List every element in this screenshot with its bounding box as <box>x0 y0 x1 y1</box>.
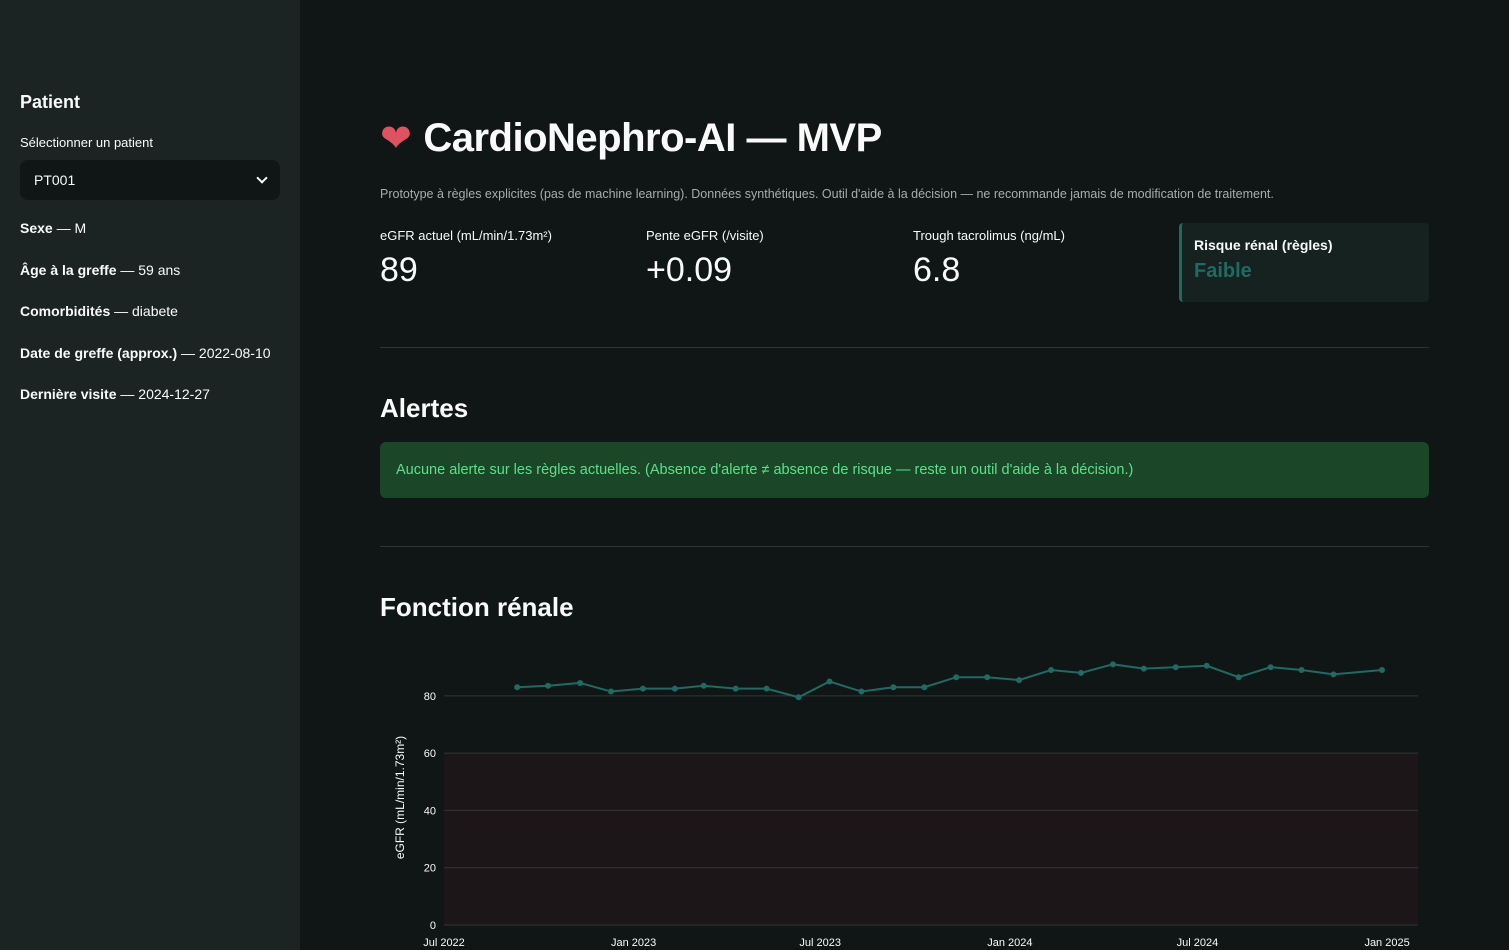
data-point <box>732 685 739 692</box>
metric-value: +0.09 <box>646 251 733 289</box>
data-point <box>1203 662 1210 669</box>
data-point <box>890 684 897 691</box>
y-tick-label: 0 <box>430 920 436 932</box>
data-point <box>1330 671 1337 678</box>
metric-tacrolimus: Trough tacrolimus (ng/mL) 6.8 <box>913 228 1163 290</box>
series-line <box>517 663 1383 699</box>
info-label: Dernière visite <box>20 386 117 402</box>
page-title-text: CardioNephro-AI — MVP <box>423 116 882 160</box>
data-point <box>1235 674 1242 681</box>
info-value: — M <box>56 220 87 236</box>
info-label: Sexe <box>20 220 53 236</box>
alerts-heading: Alertes <box>380 393 469 423</box>
patient-select-label: Sélectionner un patient <box>20 135 153 150</box>
data-point <box>1378 667 1385 674</box>
data-point <box>1172 664 1179 671</box>
metric-value: 6.8 <box>913 251 961 289</box>
data-point <box>1048 667 1055 674</box>
anatomical-heart-icon: ❤ <box>380 118 412 160</box>
divider <box>380 546 1429 547</box>
data-point <box>795 694 802 701</box>
data-point <box>545 682 552 689</box>
info-value: — diabete <box>114 303 178 319</box>
page-subtitle: Prototype à règles explicites (pas de ma… <box>380 187 1274 201</box>
patient-info-age: Âge à la greffe — 59 ans <box>20 262 180 278</box>
data-point <box>984 674 991 681</box>
metric-egfr: eGFR actuel (mL/min/1.73m²) 89 <box>380 228 630 290</box>
info-label: Date de greffe (approx.) <box>20 345 178 361</box>
metric-label: eGFR actuel (mL/min/1.73m²) <box>380 228 552 243</box>
patient-select-value: PT001 <box>34 172 76 188</box>
patient-info-comorbidities: Comorbidités — diabete <box>20 303 178 319</box>
x-tick-label: Jul 2023 <box>799 937 841 949</box>
patient-info-last-visit: Dernière visite — 2024-12-27 <box>20 386 210 402</box>
data-point <box>577 679 584 686</box>
renal-function-heading: Fonction rénale <box>380 592 574 622</box>
data-point <box>607 688 614 695</box>
data-point <box>763 685 770 692</box>
risk-band <box>444 753 1418 925</box>
risk-value: Faible <box>1194 260 1252 282</box>
data-point <box>639 685 646 692</box>
data-point <box>953 674 960 681</box>
metric-label: Pente eGFR (/visite) <box>646 228 764 243</box>
y-tick-label: 20 <box>424 863 436 875</box>
info-value: — 2024-12-27 <box>120 386 210 402</box>
sidebar-header: Patient <box>20 92 81 112</box>
info-value: — 2022-08-10 <box>181 345 271 361</box>
data-point <box>858 688 865 695</box>
metric-label: Trough tacrolimus (ng/mL) <box>913 228 1065 243</box>
y-tick-label: 40 <box>424 805 436 817</box>
success-alert: Aucune alerte sur les règles actuelles. … <box>380 442 1429 498</box>
sidebar: Patient Sélectionner un patient PT001 Se… <box>0 0 300 950</box>
data-point <box>671 685 678 692</box>
metric-egfr-slope: Pente eGFR (/visite) +0.09 <box>646 228 896 290</box>
x-tick-label: Jan 2023 <box>611 937 656 949</box>
patient-info-transplant-date: Date de greffe (approx.) — 2022-08-10 <box>20 345 271 361</box>
metric-value: 89 <box>380 251 418 289</box>
data-point <box>1140 665 1147 672</box>
egfr-chart: 0 20 40 60 80 Jul 2022 Jan 2023 Jul 2023 Jan 202… <box>393 661 1418 949</box>
main-content: ❤ CardioNephro-AI — MVP Prototype à règl… <box>380 0 1429 950</box>
data-point <box>700 682 707 689</box>
data-point <box>826 678 833 685</box>
y-tick-label: 60 <box>424 748 436 760</box>
data-point <box>921 684 928 691</box>
chevron-down-icon <box>256 172 268 184</box>
page-title: ❤ CardioNephro-AI — MVP <box>380 116 882 161</box>
divider <box>380 347 1429 348</box>
patient-info-sex: Sexe — M <box>20 220 86 236</box>
info-label: Comorbidités <box>20 303 111 319</box>
data-point <box>1298 667 1305 674</box>
data-point <box>1077 669 1084 676</box>
x-tick-label: Jan 2024 <box>987 937 1032 949</box>
renal-risk-card: Risque rénal (règles) Faible <box>1179 223 1429 302</box>
x-tick-label: Jul 2024 <box>1177 937 1219 949</box>
x-tick-label: Jan 2025 <box>1364 937 1409 949</box>
x-tick-label: Jul 2022 <box>423 937 465 949</box>
patient-select[interactable]: PT001 <box>20 160 280 200</box>
y-tick-label: 80 <box>424 691 436 703</box>
data-point <box>1016 677 1023 684</box>
info-label: Âge à la greffe <box>20 262 117 278</box>
y-axis-label: eGFR (mL/min/1.73m²) <box>393 736 407 859</box>
data-point <box>514 684 521 691</box>
data-point <box>1109 661 1116 668</box>
info-value: — 59 ans <box>120 262 181 278</box>
risk-label: Risque rénal (règles) <box>1194 237 1333 253</box>
data-point <box>1267 664 1274 671</box>
